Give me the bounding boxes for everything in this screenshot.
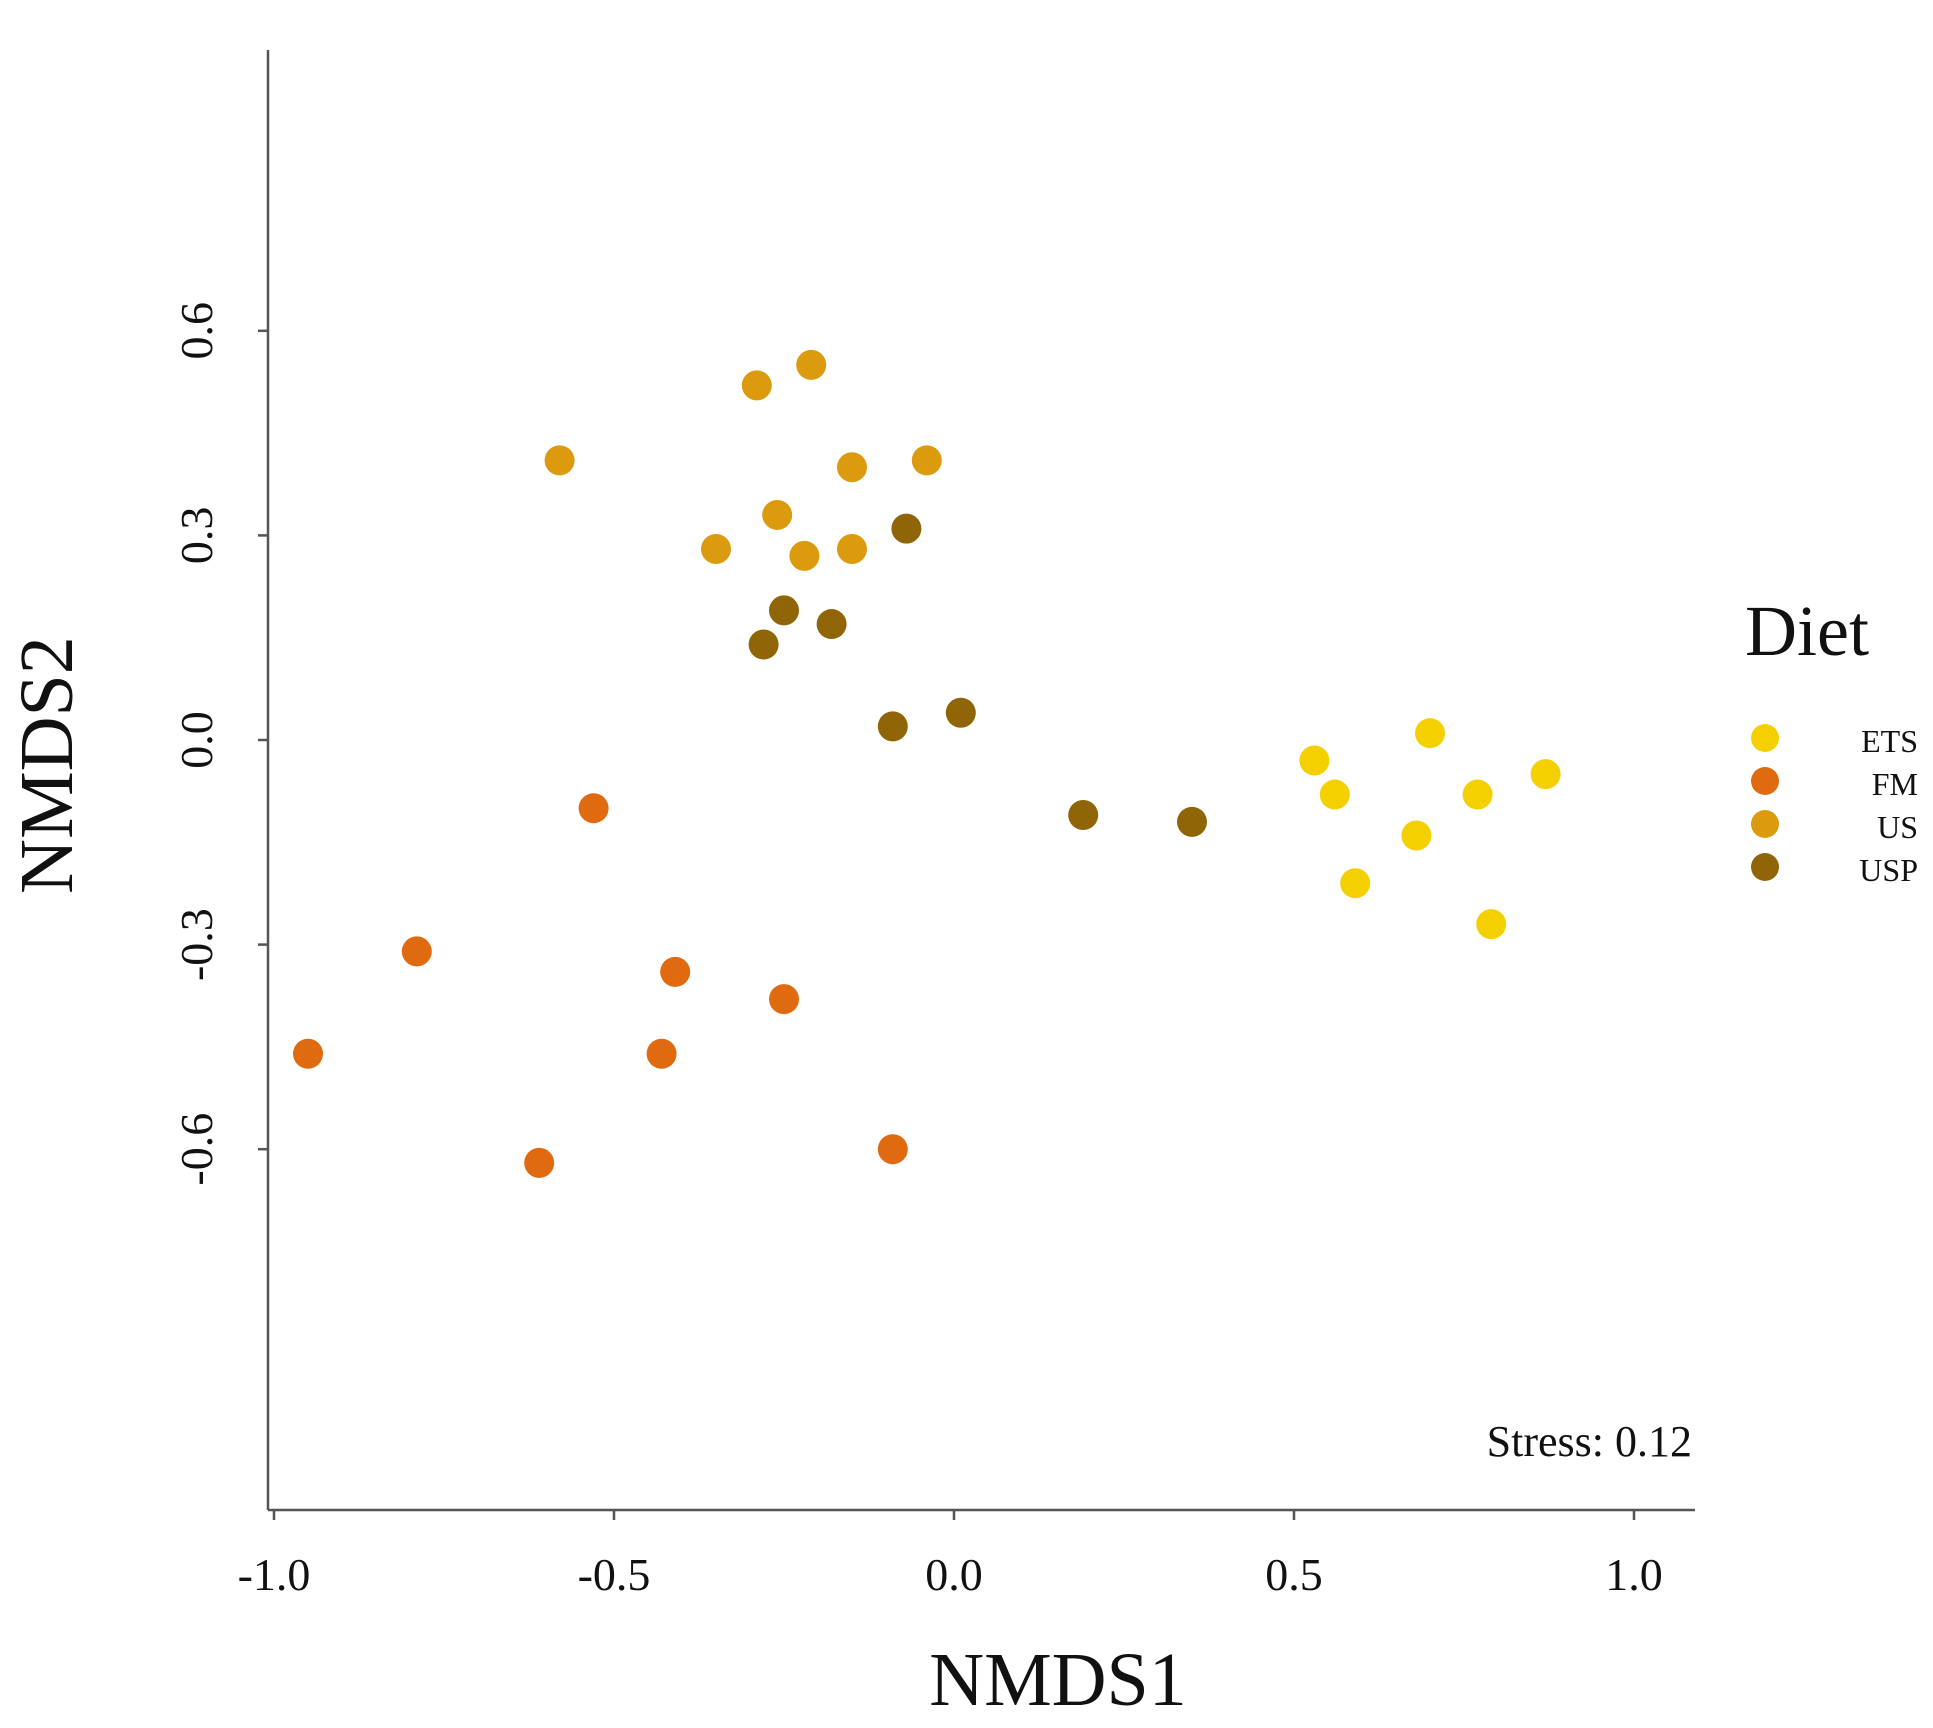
data-point-usp [1177, 806, 1207, 837]
data-point-usp [748, 629, 779, 660]
legend-title: Diet [1745, 591, 1869, 671]
y-axis-title: NMDS2 [5, 636, 89, 894]
data-point-fm [578, 793, 609, 824]
data-point-ets [1530, 759, 1561, 790]
x-tick-label: -1.0 [238, 1549, 311, 1600]
data-point-ets [1299, 745, 1330, 776]
data-point-fm [646, 1038, 677, 1069]
data-point-fm [401, 936, 432, 967]
data-point-us [837, 534, 867, 565]
data-point-usp [816, 609, 847, 640]
data-point-ets [1401, 820, 1432, 851]
data-point-fm [877, 1134, 908, 1165]
data-point-fm [769, 984, 799, 1015]
x-tick-label: 0.5 [1265, 1549, 1323, 1600]
data-point-us [789, 540, 820, 571]
x-tick-label: 0.0 [925, 1549, 983, 1600]
data-point-us [701, 534, 731, 565]
plot-area [266, 50, 1695, 1512]
data-point-fm [293, 1038, 323, 1069]
data-point-usp [891, 513, 922, 544]
data-point-fm [524, 1147, 555, 1178]
series-us [544, 349, 942, 571]
x-axis-ticks: -1.0 -0.5 0.0 0.5 1.0 [238, 1510, 1663, 1600]
data-point-ets [1462, 779, 1493, 810]
x-tick-label: -0.5 [578, 1549, 651, 1600]
y-tick-label: 0.6 [171, 302, 222, 360]
data-point-ets [1340, 868, 1371, 899]
stress-annotation: Stress: 0.12 [1487, 1417, 1692, 1466]
y-tick-label: 0.3 [171, 507, 222, 565]
data-point-fm [660, 956, 691, 987]
data-point-usp [769, 595, 799, 626]
data-point-us [762, 499, 793, 530]
y-tick-label: 0.0 [171, 711, 222, 769]
series-fm [293, 793, 908, 1178]
legend-key-ets [1751, 724, 1779, 752]
data-point-us [741, 370, 772, 401]
legend-label-us: US [1877, 809, 1918, 845]
y-tick-label: -0.6 [171, 1113, 222, 1186]
legend-label-fm: FM [1872, 766, 1918, 802]
data-points [293, 349, 1561, 1178]
data-point-ets [1319, 779, 1350, 810]
legend-label-ets: ETS [1861, 723, 1918, 759]
legend-key-us [1751, 810, 1779, 838]
data-point-us [911, 445, 942, 476]
data-point-ets [1476, 909, 1507, 940]
data-point-us [544, 445, 575, 476]
data-point-ets [1415, 718, 1445, 749]
legend: Diet ETS FM US USP [1745, 591, 1918, 888]
legend-label-usp: USP [1859, 852, 1918, 888]
series-ets [1299, 718, 1561, 940]
series-usp [748, 513, 1207, 837]
data-point-us [796, 349, 827, 380]
data-point-us [837, 452, 867, 483]
data-point-usp [1068, 800, 1099, 831]
data-point-usp [945, 697, 976, 728]
y-axis-ticks: -0.6 -0.3 0.0 0.3 0.6 [171, 302, 268, 1186]
y-tick-label: -0.3 [171, 908, 222, 981]
legend-key-usp [1751, 853, 1779, 881]
x-tick-label: 1.0 [1605, 1549, 1663, 1600]
legend-key-fm [1751, 767, 1779, 795]
x-axis-title: NMDS1 [929, 1638, 1187, 1722]
data-point-usp [877, 711, 908, 742]
